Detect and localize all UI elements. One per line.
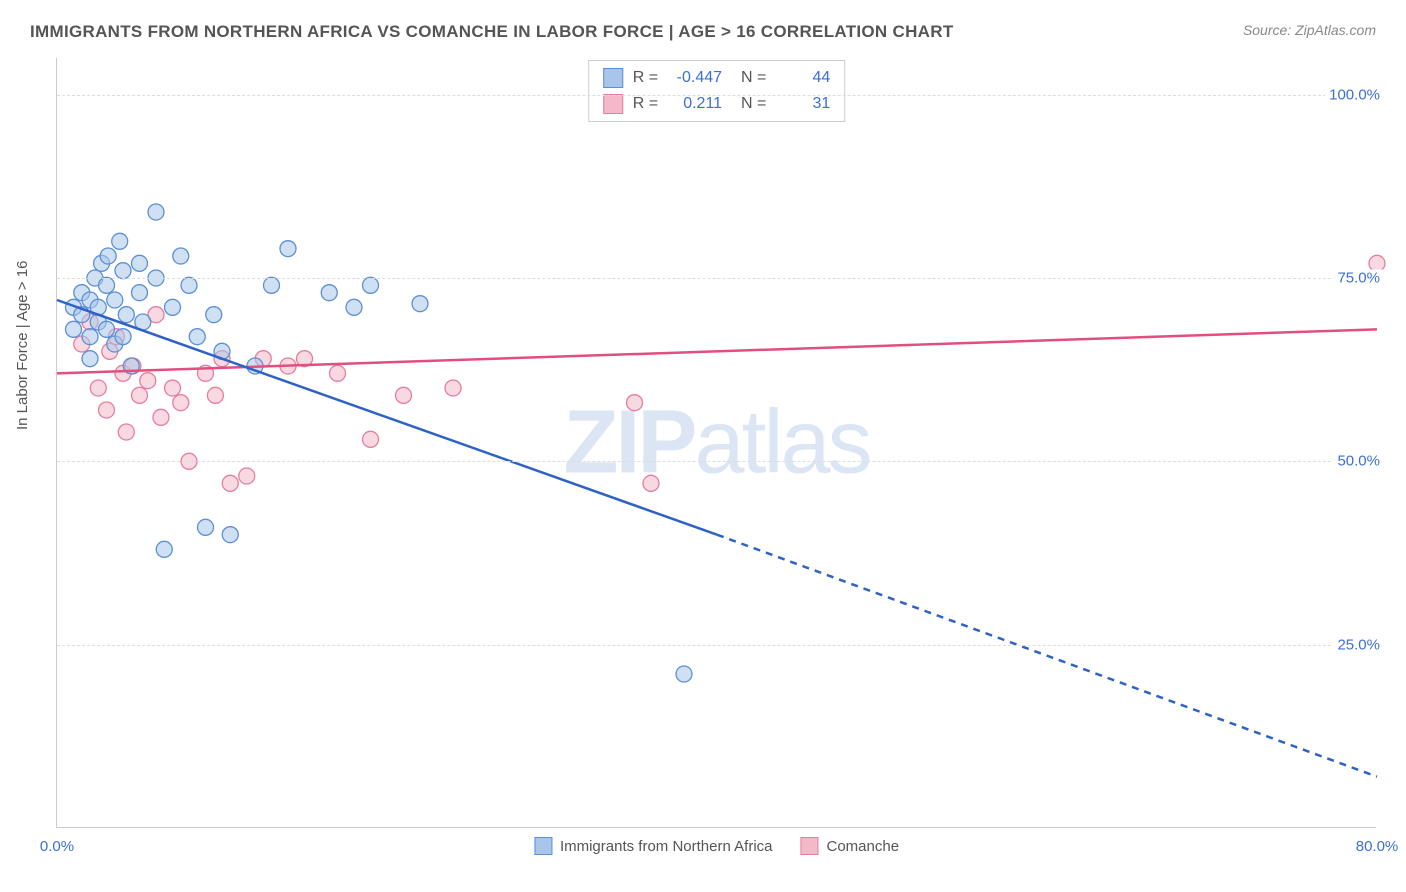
stats-row-a: R = -0.447 N = 44 xyxy=(603,65,831,91)
data-point xyxy=(280,241,296,257)
regression-line xyxy=(717,535,1377,777)
data-point xyxy=(156,541,172,557)
n-value-a: 44 xyxy=(776,69,830,87)
data-point xyxy=(107,292,123,308)
data-point xyxy=(264,277,280,293)
data-point xyxy=(207,387,223,403)
data-point xyxy=(363,431,379,447)
data-point xyxy=(115,263,131,279)
data-point xyxy=(206,307,222,323)
gridline xyxy=(57,645,1376,646)
gridline xyxy=(57,461,1376,462)
data-point xyxy=(321,285,337,301)
data-point xyxy=(181,277,197,293)
data-point xyxy=(115,329,131,345)
data-point xyxy=(198,519,214,535)
data-point xyxy=(82,329,98,345)
data-point xyxy=(140,373,156,389)
data-point xyxy=(118,307,134,323)
data-point xyxy=(445,380,461,396)
data-point xyxy=(643,475,659,491)
data-point xyxy=(118,424,134,440)
r-label: R = xyxy=(633,95,658,113)
data-point xyxy=(90,380,106,396)
chart-title: IMMIGRANTS FROM NORTHERN AFRICA VS COMAN… xyxy=(30,22,954,42)
stats-legend: R = -0.447 N = 44 R = 0.211 N = 31 xyxy=(588,60,846,122)
legend-label-a: Immigrants from Northern Africa xyxy=(560,838,773,855)
r-value-a: -0.447 xyxy=(668,69,722,87)
data-point xyxy=(165,380,181,396)
legend-item-b: Comanche xyxy=(801,837,900,855)
data-point xyxy=(165,299,181,315)
data-point xyxy=(363,277,379,293)
y-tick-label: 25.0% xyxy=(1333,636,1384,653)
data-point xyxy=(676,666,692,682)
gridline xyxy=(57,95,1376,96)
swatch-series-a xyxy=(603,68,623,88)
data-point xyxy=(189,329,205,345)
data-point xyxy=(346,299,362,315)
data-point xyxy=(132,255,148,271)
data-point xyxy=(412,296,428,312)
n-label: N = xyxy=(732,69,766,87)
data-point xyxy=(222,527,238,543)
data-point xyxy=(66,321,82,337)
data-point xyxy=(99,321,115,337)
data-point xyxy=(239,468,255,484)
y-axis-title: In Labor Force | Age > 16 xyxy=(14,261,31,430)
data-point xyxy=(132,387,148,403)
data-point xyxy=(330,365,346,381)
swatch-series-b xyxy=(603,94,623,114)
data-point xyxy=(112,233,128,249)
legend-swatch-b xyxy=(801,837,819,855)
data-point xyxy=(132,285,148,301)
chart-area: ZIPatlas R = -0.447 N = 44 R = 0.211 N =… xyxy=(56,58,1376,828)
data-point xyxy=(148,204,164,220)
x-tick-label: 0.0% xyxy=(40,838,74,855)
data-point xyxy=(99,402,115,418)
gridline xyxy=(57,278,1376,279)
x-tick-label: 80.0% xyxy=(1356,838,1399,855)
y-tick-label: 50.0% xyxy=(1333,453,1384,470)
legend-item-a: Immigrants from Northern Africa xyxy=(534,837,773,855)
plot-svg xyxy=(57,58,1376,827)
data-point xyxy=(627,395,643,411)
regression-line xyxy=(57,329,1377,373)
legend-swatch-a xyxy=(534,837,552,855)
data-point xyxy=(396,387,412,403)
source-label: Source: ZipAtlas.com xyxy=(1243,22,1376,38)
y-tick-label: 75.0% xyxy=(1333,270,1384,287)
legend-label-b: Comanche xyxy=(827,838,900,855)
data-point xyxy=(173,395,189,411)
data-point xyxy=(153,409,169,425)
data-point xyxy=(99,277,115,293)
data-point xyxy=(173,248,189,264)
data-point xyxy=(100,248,116,264)
data-point xyxy=(222,475,238,491)
r-label: R = xyxy=(633,69,658,87)
data-point xyxy=(82,351,98,367)
n-value-b: 31 xyxy=(776,95,830,113)
y-tick-label: 100.0% xyxy=(1325,86,1384,103)
n-label: N = xyxy=(732,95,766,113)
bottom-legend: Immigrants from Northern Africa Comanche xyxy=(534,837,899,855)
r-value-b: 0.211 xyxy=(668,95,722,113)
